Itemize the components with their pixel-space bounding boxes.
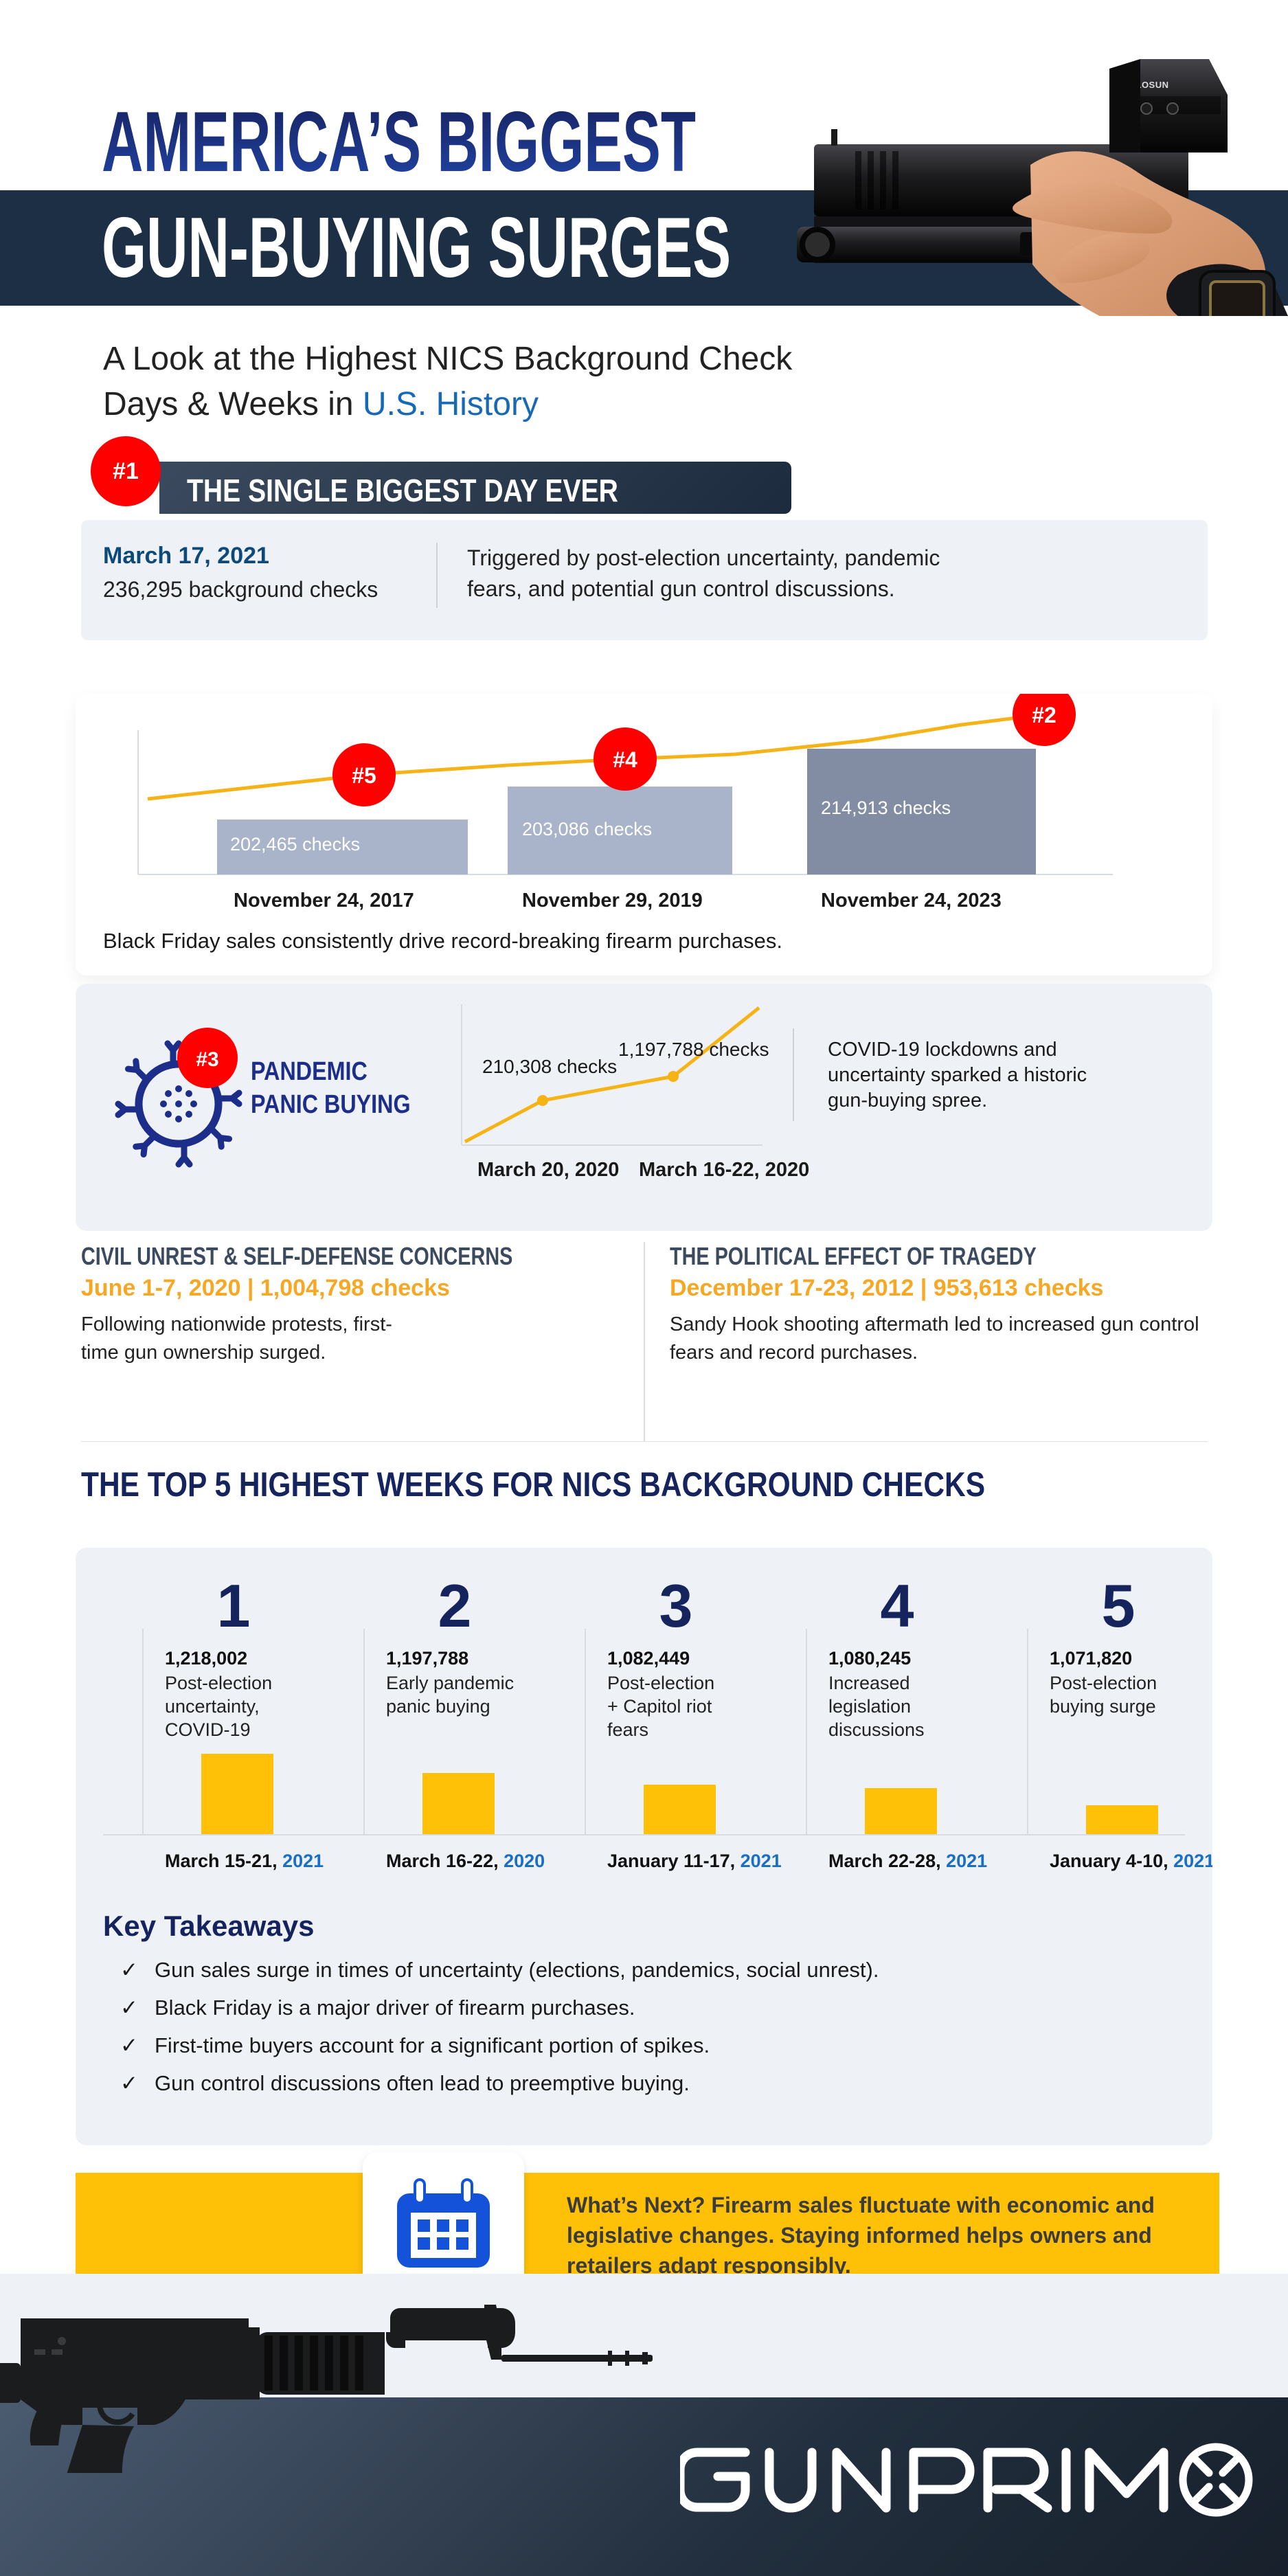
svg-text:March 16-22, 2020: March 16-22, 2020 <box>639 1159 809 1181</box>
svg-text:+ Capitol riot: + Capitol riot <box>607 1696 712 1717</box>
svg-text:202,465 checks: 202,465 checks <box>230 834 360 855</box>
svg-text:✓: ✓ <box>120 1996 138 2020</box>
svg-text:4: 4 <box>881 1572 914 1640</box>
svg-text:uncertainty sparked a historic: uncertainty sparked a historic <box>828 1064 1087 1086</box>
svg-text:PANDEMIC: PANDEMIC <box>251 1057 368 1086</box>
svg-text:COVID-19 lockdowns and: COVID-19 lockdowns and <box>828 1039 1057 1061</box>
svg-text:November 29, 2019: November 29, 2019 <box>522 890 703 912</box>
svg-text:legislation: legislation <box>828 1696 911 1717</box>
svg-text:210,308 checks: 210,308 checks <box>482 1056 617 1077</box>
svg-text:March 20, 2020: March 20, 2020 <box>477 1159 619 1181</box>
svg-text:203,086 checks: 203,086 checks <box>522 819 652 839</box>
svg-text:Black Friday is a major driver: Black Friday is a major driver of firear… <box>155 1996 635 2020</box>
svg-text:Post-election: Post-election <box>1050 1673 1157 1693</box>
svg-text:#2: #2 <box>1032 703 1057 727</box>
svg-text:November 24, 2023: November 24, 2023 <box>821 890 1002 912</box>
svg-text:5: 5 <box>1102 1572 1136 1640</box>
svg-text:January 11-17, 2021: January 11-17, 2021 <box>607 1851 782 1871</box>
svg-text:March 22-28, 2021: March 22-28, 2021 <box>828 1851 987 1871</box>
svg-text:First-time buyers account for: First-time buyers account for a signific… <box>155 2033 710 2057</box>
svg-text:March 16-22, 2020: March 16-22, 2020 <box>386 1851 545 1871</box>
svg-text:Black Friday sales consistentl: Black Friday sales consistently drive re… <box>103 929 782 953</box>
svg-text:Post-election: Post-election <box>607 1673 714 1693</box>
svg-text:3: 3 <box>659 1572 693 1640</box>
svg-text:1,080,245: 1,080,245 <box>828 1648 911 1669</box>
svg-text:discussions: discussions <box>828 1719 925 1740</box>
svg-text:1,218,002: 1,218,002 <box>165 1648 247 1669</box>
svg-text:1,071,820: 1,071,820 <box>1050 1648 1132 1669</box>
svg-text:buying surge: buying surge <box>1050 1696 1156 1717</box>
svg-text:COVID-19: COVID-19 <box>165 1719 251 1740</box>
svg-text:#5: #5 <box>352 763 376 788</box>
svg-text:#4: #4 <box>613 747 637 772</box>
svg-text:January 4-10, 2021: January 4-10, 2021 <box>1050 1851 1212 1871</box>
svg-text:✓: ✓ <box>120 1958 138 1982</box>
svg-text:PANIC BUYING: PANIC BUYING <box>251 1090 411 1119</box>
svg-text:fears: fears <box>607 1719 648 1740</box>
svg-text:#3: #3 <box>196 1048 218 1071</box>
svg-text:March 15-21, 2021: March 15-21, 2021 <box>165 1851 324 1871</box>
svg-text:November 24, 2017: November 24, 2017 <box>234 890 414 912</box>
svg-text:1,082,449: 1,082,449 <box>607 1648 690 1669</box>
svg-text:panic buying: panic buying <box>386 1696 490 1717</box>
svg-text:Increased: Increased <box>828 1673 910 1693</box>
svg-text:uncertainty,: uncertainty, <box>165 1696 260 1717</box>
svg-text:1: 1 <box>217 1572 251 1640</box>
svg-text:Early pandemic: Early pandemic <box>386 1673 514 1693</box>
svg-text:1,197,788 checks: 1,197,788 checks <box>618 1039 769 1060</box>
svg-text:gun-buying spree.: gun-buying spree. <box>828 1089 987 1111</box>
svg-text:214,913 checks: 214,913 checks <box>821 798 951 818</box>
svg-text:Gun control discussions often: Gun control discussions often lead to pr… <box>155 2071 690 2095</box>
svg-text:1,197,788: 1,197,788 <box>386 1648 468 1669</box>
svg-text:Key Takeaways: Key Takeaways <box>103 1910 314 1942</box>
svg-text:Gun sales surge in times of un: Gun sales surge in times of uncertainty … <box>155 1958 879 1982</box>
svg-text:Post-election: Post-election <box>165 1673 272 1693</box>
svg-text:✓: ✓ <box>120 2071 138 2095</box>
svg-text:✓: ✓ <box>120 2033 138 2057</box>
svg-text:2: 2 <box>438 1572 472 1640</box>
